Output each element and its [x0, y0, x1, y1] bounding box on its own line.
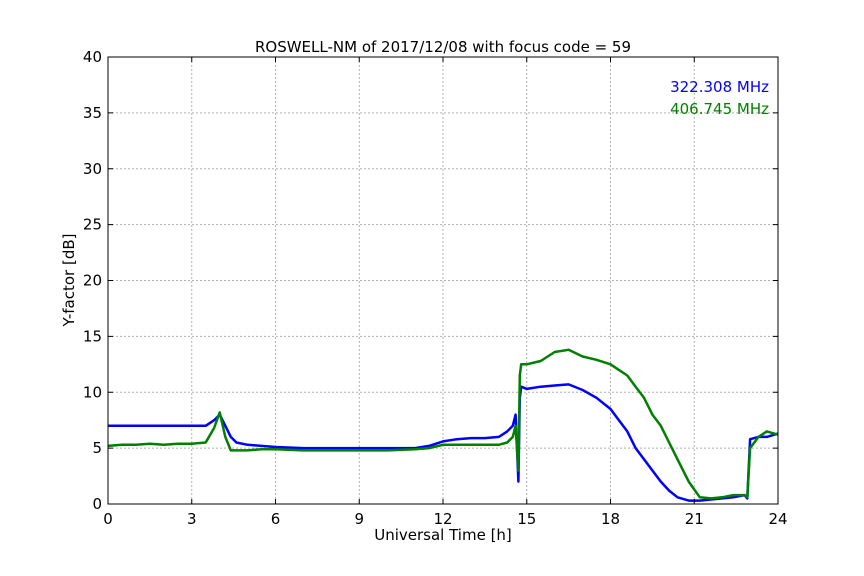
chart-title: ROSWELL-NM of 2017/12/08 with focus code…	[255, 38, 631, 56]
series-line-green-406mhz	[107, 348, 779, 500]
series-line-blue-322mhz	[108, 383, 779, 502]
x-tick-label: 0	[103, 510, 113, 528]
legend-entry: 406.745 MHz	[670, 100, 769, 118]
y-tick-label: 30	[83, 160, 102, 178]
x-tick-label: 18	[601, 510, 620, 528]
ticks: 0 3 6 9 12 15 18 21 24 0 5 10 15 20 25 30 35 40	[83, 48, 788, 528]
y-tick-label: 5	[92, 439, 102, 457]
x-tick-label: 21	[685, 510, 704, 528]
x-tick-label: 6	[271, 510, 281, 528]
x-axis-label: Universal Time [h]	[374, 526, 512, 544]
x-tick-label: 15	[517, 510, 536, 528]
y-tick-label: 35	[83, 104, 102, 122]
y-tick-label: 40	[83, 48, 102, 66]
y-tick-label: 0	[92, 495, 102, 513]
series-layer	[107, 348, 779, 502]
y-tick-label: 20	[83, 272, 102, 290]
y-tick-label: 15	[83, 327, 102, 345]
y-tick-label: 10	[83, 383, 102, 401]
x-tick-label: 24	[768, 510, 787, 528]
grid	[108, 57, 778, 504]
x-tick-label: 12	[433, 510, 452, 528]
x-tick-label: 9	[354, 510, 364, 528]
y-axis-label: Y-factor [dB]	[60, 233, 78, 327]
legend-entry: 322.308 MHz	[670, 78, 769, 96]
x-tick-label: 3	[187, 510, 197, 528]
y-tick-label: 25	[83, 216, 102, 234]
legend: 322.308 MHz 406.745 MHz	[670, 78, 769, 118]
